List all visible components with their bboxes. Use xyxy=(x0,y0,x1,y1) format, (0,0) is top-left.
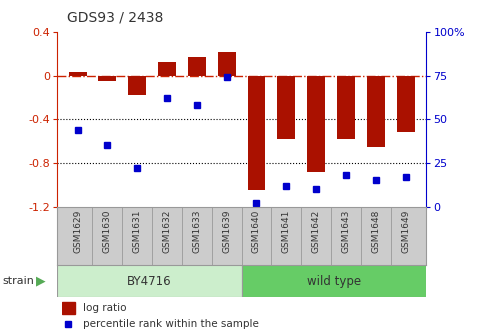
Bar xyxy=(397,76,415,132)
Text: wild type: wild type xyxy=(307,275,361,288)
Bar xyxy=(99,76,116,81)
Text: GSM1639: GSM1639 xyxy=(222,210,231,253)
Bar xyxy=(57,265,242,297)
Bar xyxy=(218,52,236,76)
Bar xyxy=(367,76,385,146)
Text: GSM1631: GSM1631 xyxy=(133,210,141,253)
Bar xyxy=(247,76,265,190)
Bar xyxy=(278,76,295,139)
Text: strain: strain xyxy=(2,277,35,286)
Text: GDS93 / 2438: GDS93 / 2438 xyxy=(67,10,163,24)
Text: GSM1649: GSM1649 xyxy=(401,210,410,253)
Bar xyxy=(242,265,426,297)
Bar xyxy=(188,57,206,76)
Bar xyxy=(307,76,325,172)
Text: GSM1629: GSM1629 xyxy=(73,210,82,253)
Bar xyxy=(62,302,75,314)
Text: GSM1643: GSM1643 xyxy=(342,210,351,253)
Text: GSM1641: GSM1641 xyxy=(282,210,291,253)
Text: GSM1640: GSM1640 xyxy=(252,210,261,253)
Bar xyxy=(128,76,146,95)
Text: GSM1648: GSM1648 xyxy=(371,210,380,253)
Bar xyxy=(69,72,86,76)
Text: percentile rank within the sample: percentile rank within the sample xyxy=(83,319,259,329)
Text: GSM1633: GSM1633 xyxy=(192,210,201,253)
Text: log ratio: log ratio xyxy=(83,303,126,313)
Text: GSM1642: GSM1642 xyxy=(312,210,320,253)
Text: GSM1630: GSM1630 xyxy=(103,210,112,253)
Text: BY4716: BY4716 xyxy=(127,275,172,288)
Bar xyxy=(158,62,176,76)
Text: ▶: ▶ xyxy=(35,275,45,288)
Text: GSM1632: GSM1632 xyxy=(163,210,172,253)
Bar xyxy=(337,76,355,139)
